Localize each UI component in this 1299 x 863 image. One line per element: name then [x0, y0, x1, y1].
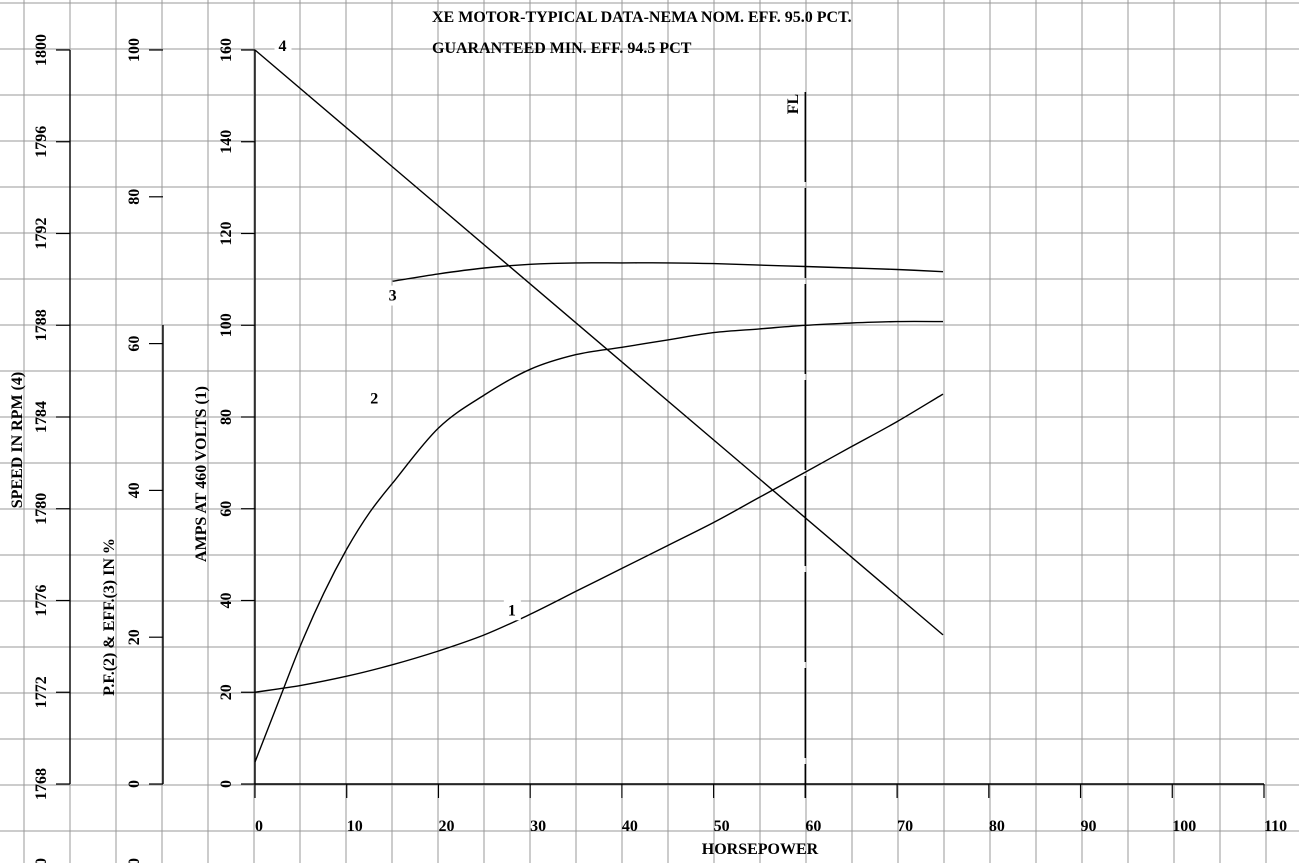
x-tick-label: 100 — [1172, 818, 1196, 835]
x-tick-label: 40 — [622, 818, 638, 835]
pf_eff-tick-label: 60 — [126, 336, 143, 352]
pf_eff-tick-label: 20 — [126, 629, 143, 645]
speed-tick-label: 1796 — [33, 126, 50, 158]
amps-tick-label: 100 — [218, 313, 235, 337]
speed-axis-title: SPEED IN RPM (4) — [9, 372, 26, 508]
series-3-label: 3 — [389, 288, 397, 305]
speed-tick-label: 1776 — [33, 585, 50, 617]
speed-tick-label: 1792 — [33, 218, 50, 250]
series-2-label: 2 — [370, 390, 378, 407]
series-1-line — [254, 393, 944, 693]
series-4-label: 4 — [279, 38, 287, 55]
amps-tick-label: 40 — [218, 593, 235, 609]
pf-eff-axis-title: P.F.(2) & EFF.(3) IN % — [101, 538, 118, 696]
amps-axis-title: AMPS AT 460 VOLTS (1) — [193, 386, 210, 562]
pf_eff-tick-label: 100 — [126, 38, 143, 62]
x-tick-label: 80 — [989, 818, 1005, 835]
amps-tick-label: 80 — [218, 409, 235, 425]
x-tick-label: 20 — [438, 818, 454, 835]
speed-tick-label: 1800 — [33, 34, 50, 66]
amps-tick-label: 160 — [218, 38, 235, 62]
series-layer — [254, 49, 944, 763]
pf_eff-tick-label: 80 — [126, 189, 143, 205]
x-tick-label: 0 — [255, 818, 263, 835]
amps-tick-label: 60 — [218, 501, 235, 517]
chart-subtitle: GUARANTEED MIN. EFF. 94.5 PCT — [432, 40, 692, 57]
speed-tick-label: 1772 — [33, 676, 50, 708]
series-1-label-bg — [503, 600, 521, 621]
chart-title: XE MOTOR-TYPICAL DATA-NEMA NOM. EFF. 95.… — [432, 9, 852, 26]
speed-tick-label: 1788 — [33, 309, 50, 341]
series-1-label: 1 — [508, 602, 516, 619]
amps-tick-label: 20 — [218, 684, 235, 700]
series-3-line — [392, 262, 944, 282]
x-tick-label: 110 — [1264, 818, 1287, 835]
x-tick-label: 50 — [714, 818, 730, 835]
x-axis: 0 10 20 30 40 50 60 70 80 90 100 110 — [254, 783, 1287, 835]
series-4-line — [254, 49, 944, 636]
speed-tick-label: 1784 — [33, 401, 50, 433]
series-4-label-bg — [274, 36, 292, 56]
pf-eff-axis: 0 20 40 60 80 100 0 — [126, 38, 164, 863]
fl-label: FL — [785, 94, 802, 114]
series-3-label-bg — [384, 285, 402, 306]
amps-tick-label: 0 — [218, 780, 235, 788]
speed-extra-tick-label: 0 — [33, 858, 50, 863]
x-tick-label: 30 — [530, 818, 546, 835]
series-labels: 1 2 3 4 — [274, 36, 521, 621]
speed-axis: 1768 1772 1776 1780 1784 1788 1792 1796 1800 0 — [33, 34, 71, 863]
pf_eff-tick-label: 40 — [126, 482, 143, 498]
speed-tick-label: 1768 — [33, 768, 50, 800]
series-2-label-bg — [366, 388, 384, 409]
x-tick-label: 70 — [897, 818, 913, 835]
x-axis-title: HORSEPOWER — [702, 841, 819, 858]
x-tick-label: 60 — [805, 818, 821, 835]
series-2-line — [254, 320, 944, 763]
amps-axis: 0 20 40 60 80 100 120 140 160 — [218, 38, 256, 788]
x-tick-label: 10 — [347, 818, 363, 835]
pf_eff-tick-label: 0 — [126, 780, 143, 788]
amps-tick-label: 140 — [218, 130, 235, 154]
speed-tick-label: 1780 — [33, 493, 50, 525]
x-tick-label: 90 — [1081, 818, 1097, 835]
pf_eff-extra-tick-label: 0 — [126, 858, 143, 863]
amps-tick-label: 120 — [218, 222, 235, 246]
